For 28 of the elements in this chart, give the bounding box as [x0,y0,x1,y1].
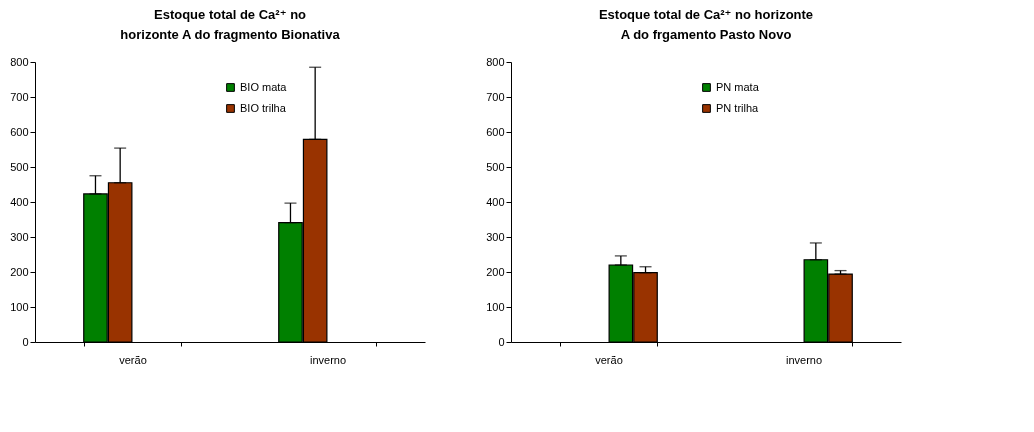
y-tick-label: 200 [486,265,505,278]
x-tick-label: inverno [309,353,347,366]
y-tick-label: 300 [486,230,505,243]
chart-title: Estoque total de Ca²⁺ no horizonte A do frgamento Pasto Novo [598,7,814,42]
y-tick-label: 800 [486,55,505,68]
y-tick-label: 100 [486,300,505,313]
y-tick-label: 600 [486,125,505,138]
x-tick-label: verão [595,353,623,366]
y-tick-label: 800 [10,55,29,68]
y-tick-label: 500 [10,160,29,173]
y-tick-label: 500 [486,160,505,173]
y-tick-label: 600 [10,125,29,138]
x-tick-label: verão [119,353,147,366]
x-tick-label: inverno [785,353,823,366]
y-tick-label: 700 [486,90,505,103]
y-tick-label: 400 [486,195,505,208]
legend-label: PN trilha [716,101,760,114]
legend-label: BIO mata [240,80,288,93]
y-tick-label: 0 [22,335,29,348]
y-tick-label: 0 [498,335,505,348]
y-tick-label: 300 [10,230,29,243]
legend-label: PN mata [716,80,760,93]
y-tick-label: 200 [10,265,29,278]
y-tick-label: 700 [10,90,29,103]
y-tick-label: 100 [10,300,29,313]
legend-label: BIO trilha [240,101,287,114]
chart-title: Estoque total de Ca²⁺ no horizonte A do fragmento Bionativa [120,7,341,42]
y-tick-label: 400 [10,195,29,208]
